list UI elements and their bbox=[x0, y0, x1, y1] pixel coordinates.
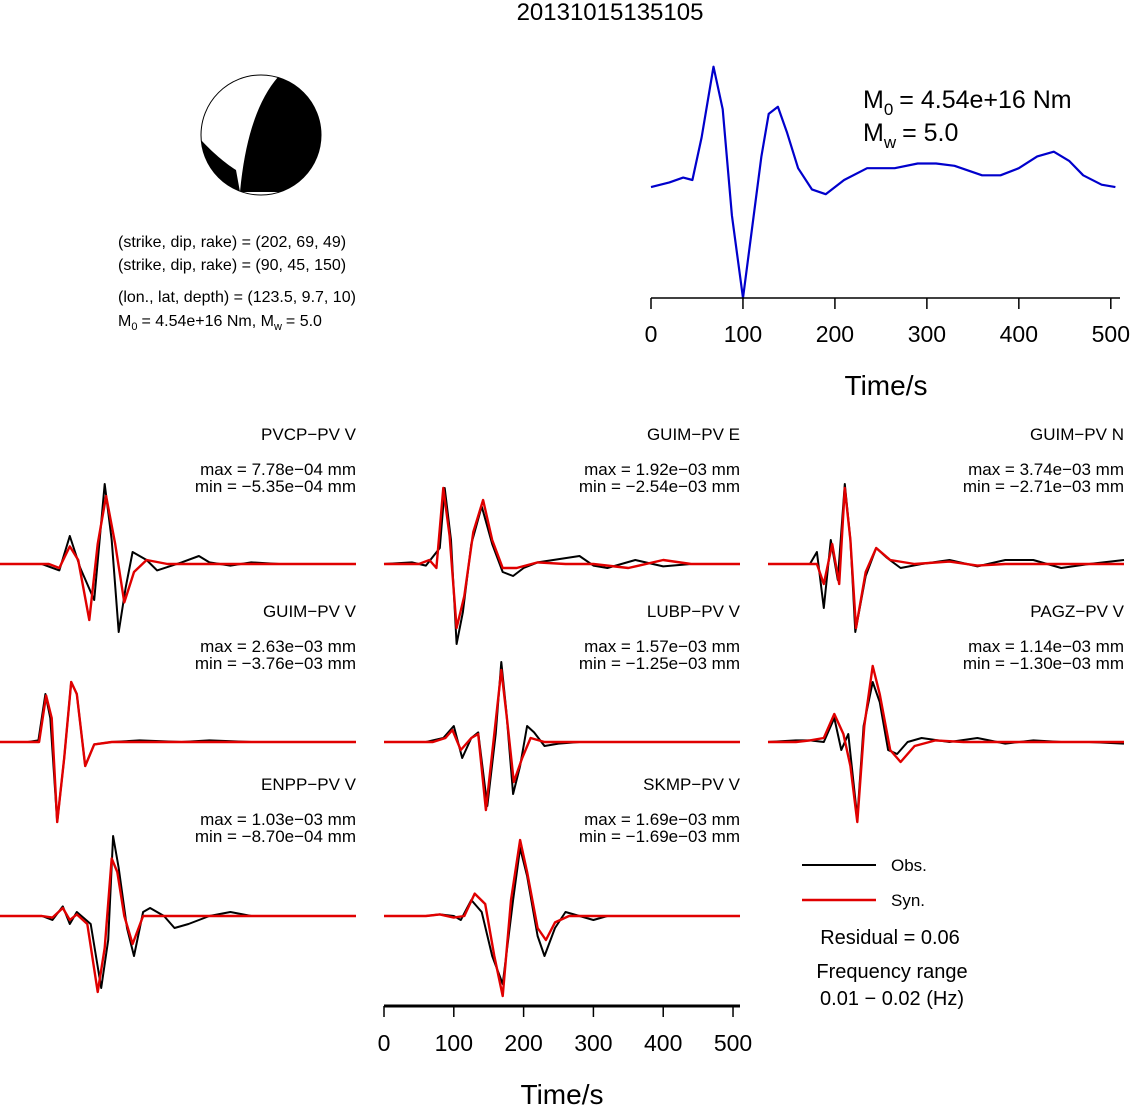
max-amplitude-label: max = 1.92e−03 mm bbox=[584, 460, 740, 479]
stf-curve bbox=[650, 65, 1116, 300]
max-amplitude-label: max = 2.63e−03 mm bbox=[200, 637, 356, 656]
waveform-time-axis: 0 100 200 300 400 500 Time/s bbox=[378, 1004, 752, 1106]
observed-trace bbox=[383, 487, 740, 645]
time-axis-tick-label: 300 bbox=[574, 1030, 612, 1056]
stf-x-tick-label: 500 bbox=[1092, 321, 1130, 347]
beachball-outline bbox=[200, 74, 322, 196]
moment-magnitude-line: M0 = 4.54e+16 Nm, Mw = 5.0 bbox=[118, 313, 322, 333]
frequency-range-label: Frequency range bbox=[816, 961, 967, 983]
legend-syn-label: Syn. bbox=[891, 891, 925, 910]
station-label: GUIM−PV V bbox=[263, 602, 357, 621]
station-label: GUIM−PV N bbox=[1030, 425, 1124, 444]
min-amplitude-label: min = −5.35e−04 mm bbox=[195, 477, 356, 496]
synthetic-trace bbox=[384, 668, 740, 812]
nodal-plane-1: (strike, dip, rake) = (202, 69, 49) bbox=[118, 234, 346, 251]
m0-line-text: = 4.54e+16 Nm, M bbox=[141, 313, 274, 330]
max-amplitude-label: max = 1.57e−03 mm bbox=[584, 637, 740, 656]
nodal-plane-2: (strike, dip, rake) = (90, 45, 150) bbox=[118, 257, 346, 274]
stf-mw-label: Mw = 5.0 bbox=[863, 119, 958, 152]
stf-x-tick-label: 200 bbox=[816, 321, 854, 347]
min-amplitude-label: min = −3.76e−03 mm bbox=[195, 654, 356, 673]
max-amplitude-label: max = 7.78e−04 mm bbox=[200, 460, 356, 479]
stf-x-axis-label: Time/s bbox=[845, 370, 928, 401]
max-amplitude-label: max = 1.14e−03 mm bbox=[968, 637, 1124, 656]
synthetic-trace bbox=[0, 494, 356, 622]
source-location: (lon., lat, depth) = (123.5, 9.7, 10) bbox=[118, 289, 356, 306]
max-amplitude-label: max = 3.74e−03 mm bbox=[968, 460, 1124, 479]
synthetic-trace bbox=[768, 664, 1124, 824]
max-amplitude-label: max = 1.69e−03 mm bbox=[584, 810, 740, 829]
observed-trace bbox=[767, 681, 1125, 819]
min-amplitude-label: min = −1.69e−03 mm bbox=[579, 827, 740, 846]
stf-x-tick-label: 400 bbox=[1000, 321, 1038, 347]
station-label: SKMP−PV V bbox=[643, 775, 741, 794]
observed-trace bbox=[0, 835, 356, 989]
time-axis-tick-label: 200 bbox=[504, 1030, 542, 1056]
synthetic-trace bbox=[768, 486, 1124, 630]
time-axis-tick-label: 500 bbox=[714, 1030, 752, 1056]
beachball bbox=[200, 74, 322, 196]
frequency-range-value: 0.01 − 0.02 (Hz) bbox=[820, 988, 964, 1010]
time-axis-tick-label: 400 bbox=[644, 1030, 682, 1056]
stf-m0-label: M0 = 4.54e+16 Nm bbox=[863, 86, 1072, 119]
figure-title: 20131015135105 bbox=[517, 0, 704, 26]
synthetic-trace bbox=[0, 680, 356, 824]
station-label: PAGZ−PV V bbox=[1030, 602, 1124, 621]
min-amplitude-label: min = −8.70e−04 mm bbox=[195, 827, 356, 846]
stf-x-tick-label: 300 bbox=[908, 321, 946, 347]
min-amplitude-label: min = −2.71e−03 mm bbox=[963, 477, 1124, 496]
legend-obs-label: Obs. bbox=[891, 856, 927, 875]
time-axis-tick-label: 100 bbox=[435, 1030, 473, 1056]
beachball-compression-quadrant bbox=[240, 75, 321, 192]
time-axis-tick-label: 0 bbox=[378, 1030, 391, 1056]
station-label: GUIM−PV E bbox=[647, 425, 740, 444]
synthetic-trace bbox=[384, 838, 740, 998]
stf-mw-value: = 5.0 bbox=[902, 119, 958, 147]
station-label: LUBP−PV V bbox=[647, 602, 741, 621]
time-axis-label: Time/s bbox=[521, 1079, 604, 1106]
synthetic-trace bbox=[384, 486, 740, 630]
station-label: ENPP−PV V bbox=[261, 775, 357, 794]
station-label: PVCP−PV V bbox=[261, 425, 357, 444]
mw-line-text: = 5.0 bbox=[286, 313, 322, 330]
legend: Obs. Syn. Residual = 0.06 Frequency rang… bbox=[802, 856, 968, 1010]
residual-label: Residual = 0.06 bbox=[820, 927, 960, 949]
min-amplitude-label: min = −2.54e−03 mm bbox=[579, 477, 740, 496]
min-amplitude-label: min = −1.25e−03 mm bbox=[579, 654, 740, 673]
source-info: (strike, dip, rake) = (202, 69, 49) (str… bbox=[118, 234, 356, 333]
max-amplitude-label: max = 1.03e−03 mm bbox=[200, 810, 356, 829]
stf-labels: M0 = 4.54e+16 Nm Mw = 5.0 bbox=[863, 86, 1072, 152]
stf-plot: 0 100 200 300 400 500 Time/s bbox=[645, 65, 1130, 401]
stf-m0-value: = 4.54e+16 Nm bbox=[899, 86, 1071, 114]
min-amplitude-label: min = −1.30e−03 mm bbox=[963, 654, 1124, 673]
stf-x-tick-label: 100 bbox=[724, 321, 762, 347]
synthetic-trace bbox=[0, 857, 356, 994]
stf-x-tick-label: 0 bbox=[645, 321, 658, 347]
